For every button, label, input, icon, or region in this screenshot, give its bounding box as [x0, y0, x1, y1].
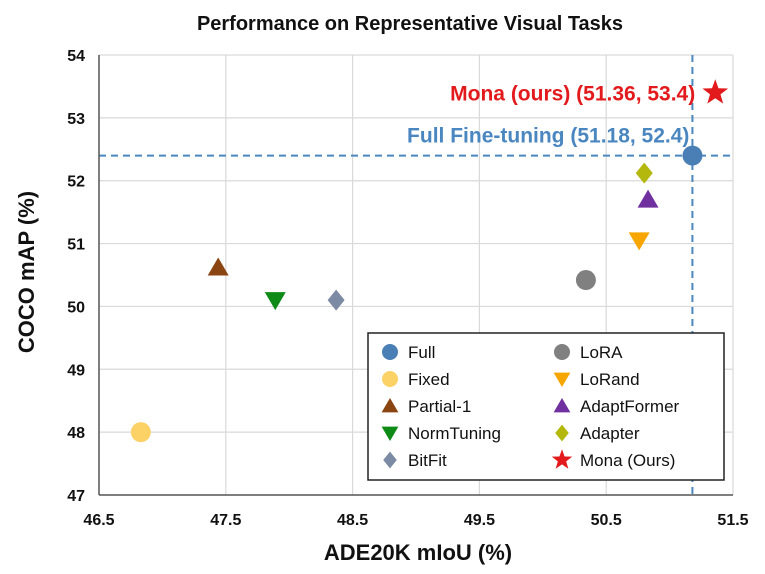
y-tick-label: 47 [67, 488, 85, 505]
y-tick-label: 48 [67, 425, 85, 442]
legend-marker-lora [554, 344, 570, 360]
legend-label-adapter: Adapter [580, 424, 640, 443]
legend-marker-mona-ours [551, 449, 573, 469]
chart-title: Performance on Representative Visual Tas… [197, 13, 623, 35]
axes [98, 55, 733, 496]
legend: Full Fixed Partial-1 NormTuning BitFit LoRA Lo… [367, 332, 725, 481]
annotation-full-fine-tuning: Full Fine-tuning (51.18, 52.4) [407, 125, 689, 148]
x-axis-title: ADE20K mIoU (%) [324, 540, 512, 565]
y-tick-label: 53 [67, 111, 85, 128]
y-tick-label: 54 [67, 48, 85, 65]
point-bitfit [327, 289, 345, 311]
legend-box [367, 332, 725, 481]
x-tick-label: 51.5 [717, 512, 748, 529]
x-tick-label: 49.5 [464, 512, 495, 529]
point-fixed [130, 422, 151, 443]
legend-marker-partial-1 [381, 398, 399, 413]
x-tick-label: 50.5 [591, 512, 622, 529]
legend-marker-full [382, 344, 398, 360]
point-full [682, 145, 703, 166]
point-lora [575, 270, 596, 291]
legend-label-mona-ours: Mona (Ours) [580, 451, 675, 470]
point-adapter [635, 162, 653, 184]
legend-label-normtuning: NormTuning [408, 424, 501, 443]
x-tick-label: 48.5 [337, 512, 368, 529]
point-partial-1 [207, 257, 229, 276]
legend-marker-fixed [382, 371, 398, 387]
legend-label-lora: LoRA [580, 343, 623, 362]
point-mona-ours [702, 79, 729, 104]
point-lorand [628, 232, 650, 251]
legend-marker-normtuning [381, 426, 399, 441]
y-tick-label: 52 [67, 174, 85, 191]
annotations: Mona (ours) (51.36, 53.4) Full Fine-tunin… [407, 83, 695, 148]
y-tick-label: 51 [67, 237, 85, 254]
legend-marker-adaptformer [553, 398, 571, 413]
legend-marker-adapter [555, 424, 569, 442]
annotation-mona: Mona (ours) (51.36, 53.4) [450, 83, 695, 106]
legend-label-bitfit: BitFit [408, 451, 447, 470]
point-adaptformer [637, 189, 659, 208]
point-normtuning [264, 292, 286, 311]
x-tick-label: 47.5 [210, 512, 241, 529]
y-tick-label: 49 [67, 362, 85, 379]
legend-label-full: Full [408, 343, 435, 362]
legend-marker-lorand [553, 372, 571, 387]
y-tick-label: 50 [67, 299, 85, 316]
legend-label-adaptformer: AdaptFormer [580, 397, 680, 416]
y-axis-title: COCO mAP (%) [14, 191, 39, 353]
legend-marker-bitfit [383, 451, 397, 469]
tick-labels: 46.5 47.5 48.5 49.5 50.5 51.5 47 48 49 50 51 52 53 54 [67, 48, 748, 529]
legend-label-lorand: LoRand [580, 370, 640, 389]
legend-label-fixed: Fixed [408, 370, 450, 389]
x-tick-label: 46.5 [83, 512, 114, 529]
legend-label-partial-1: Partial-1 [408, 397, 471, 416]
data-points [130, 79, 729, 443]
